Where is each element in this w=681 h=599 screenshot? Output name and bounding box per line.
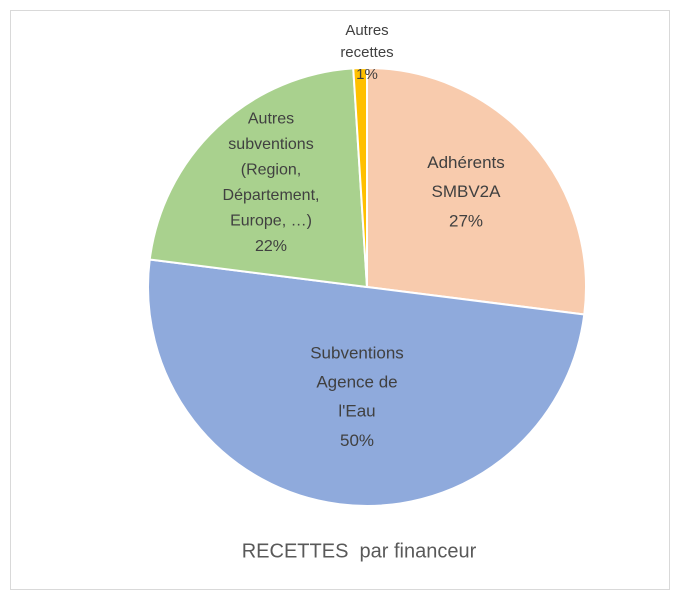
slice-label: Adhérents SMBV2A [427, 153, 505, 201]
slice-label-line: SMBV2A [432, 182, 502, 201]
chart-title: RECETTES par financeur [242, 540, 477, 562]
slice-value-label: 27% [449, 211, 483, 230]
slice-value-label: 50% [340, 431, 374, 450]
slice-label-line: recettes [340, 44, 393, 61]
slice-label-line: Autres [248, 110, 294, 127]
slice-value-label: 22% [255, 238, 287, 255]
slice-label-line: (Region, [241, 161, 301, 178]
slice-label: Autres recettes [340, 22, 393, 61]
slice-label-line: Subventions [310, 344, 404, 363]
slice-label-line: Adhérents [427, 153, 505, 172]
slice-label-line: Département, [223, 187, 320, 204]
slice-label-line: l'Eau [338, 402, 375, 421]
slice-label-line: Autres [345, 22, 388, 39]
pie-slice [352, 66, 368, 288]
slice-label-line: Agence de [316, 373, 397, 392]
slice-label-line: Europe, …) [230, 212, 312, 229]
pie-slice [366, 66, 587, 316]
slice-label: Autres subventions (Region, Département, Eur… [223, 110, 320, 229]
pie-slice [148, 67, 369, 289]
slice-label-line: subventions [228, 136, 313, 153]
slice-value-label: 1% [356, 66, 378, 83]
slice-label: Subventions Agence de l'Eau [310, 344, 404, 421]
pie-slice [147, 258, 586, 507]
